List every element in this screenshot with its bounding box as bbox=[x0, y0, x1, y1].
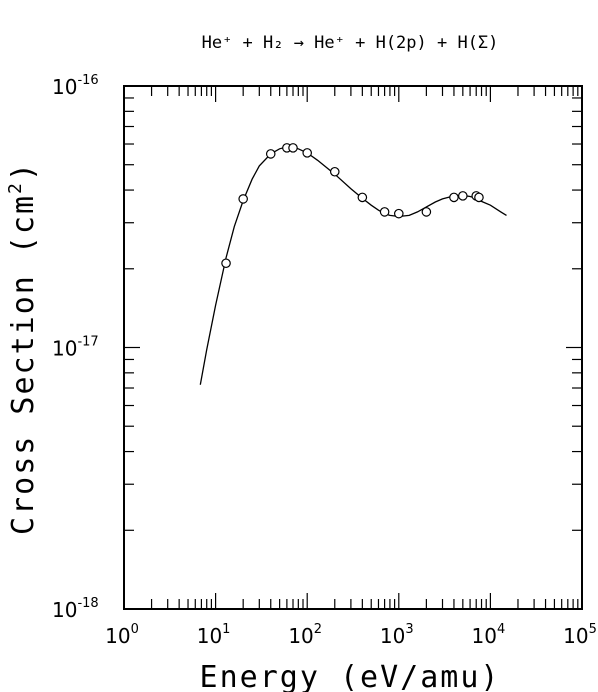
x-tick-label: 101 bbox=[197, 622, 231, 648]
y-tick-label-exp: -17 bbox=[77, 335, 98, 350]
y-axis-label: Cross Section (cm2) bbox=[5, 161, 41, 535]
y-tick-label-exp: -16 bbox=[77, 73, 98, 88]
chart-title: He⁺ + H₂ → He⁺ + H(2p) + H(Σ) bbox=[202, 33, 499, 53]
x-tick-label: 104 bbox=[472, 622, 506, 648]
data-point bbox=[421, 207, 432, 217]
data-point bbox=[265, 149, 276, 159]
x-tick-label: 102 bbox=[288, 622, 322, 648]
data-point bbox=[474, 192, 484, 203]
x-tick-label-exp: 2 bbox=[314, 622, 322, 637]
x-tick-label-base: 10 bbox=[105, 624, 130, 648]
y-tick-label: 10-16 bbox=[52, 73, 99, 99]
data-point bbox=[288, 143, 298, 153]
data-point bbox=[221, 258, 231, 269]
x-tick-label-base: 10 bbox=[472, 624, 497, 648]
y-tick-label-exp: -18 bbox=[77, 596, 98, 611]
minor-ticks bbox=[124, 86, 582, 609]
y-axis-label-close: ) bbox=[6, 161, 41, 181]
data-point bbox=[329, 166, 340, 177]
x-tick-label-exp: 5 bbox=[589, 622, 597, 637]
x-tick-label-base: 10 bbox=[563, 624, 588, 648]
x-tick-label: 100 bbox=[105, 622, 139, 648]
data-point bbox=[379, 207, 390, 217]
data-point bbox=[357, 192, 368, 203]
y-tick-label: 10-18 bbox=[52, 596, 99, 622]
y-tick-label-base: 10 bbox=[52, 75, 77, 99]
x-tick-labels: 100 101 102 103 104 105 bbox=[105, 622, 597, 648]
data-point bbox=[393, 208, 404, 219]
fit-curve bbox=[199, 146, 507, 385]
x-tick-label-base: 10 bbox=[197, 624, 222, 648]
x-tick-label: 105 bbox=[563, 622, 597, 648]
plot-frame bbox=[123, 85, 583, 610]
data-point bbox=[238, 194, 248, 204]
data-point bbox=[302, 148, 312, 158]
y-tick-label-base: 10 bbox=[52, 337, 77, 361]
data-points bbox=[221, 143, 484, 269]
x-tick-label-base: 10 bbox=[380, 624, 405, 648]
y-axis-label-sup: 2 bbox=[5, 181, 26, 194]
x-tick-label-exp: 4 bbox=[497, 622, 505, 637]
data-point bbox=[458, 191, 468, 201]
x-tick-label-exp: 3 bbox=[405, 622, 413, 637]
y-axis-label-text: Cross Section (cm bbox=[6, 194, 41, 535]
y-tick-label-base: 10 bbox=[52, 598, 77, 622]
x-tick-label-base: 10 bbox=[288, 624, 313, 648]
x-tick-label: 103 bbox=[380, 622, 414, 648]
x-tick-label-exp: 1 bbox=[222, 622, 230, 637]
x-axis-label: Energy (eV/amu) bbox=[200, 660, 501, 692]
x-tick-label-exp: 0 bbox=[131, 622, 139, 637]
data-point bbox=[449, 192, 459, 203]
y-tick-label: 10-17 bbox=[52, 335, 99, 361]
